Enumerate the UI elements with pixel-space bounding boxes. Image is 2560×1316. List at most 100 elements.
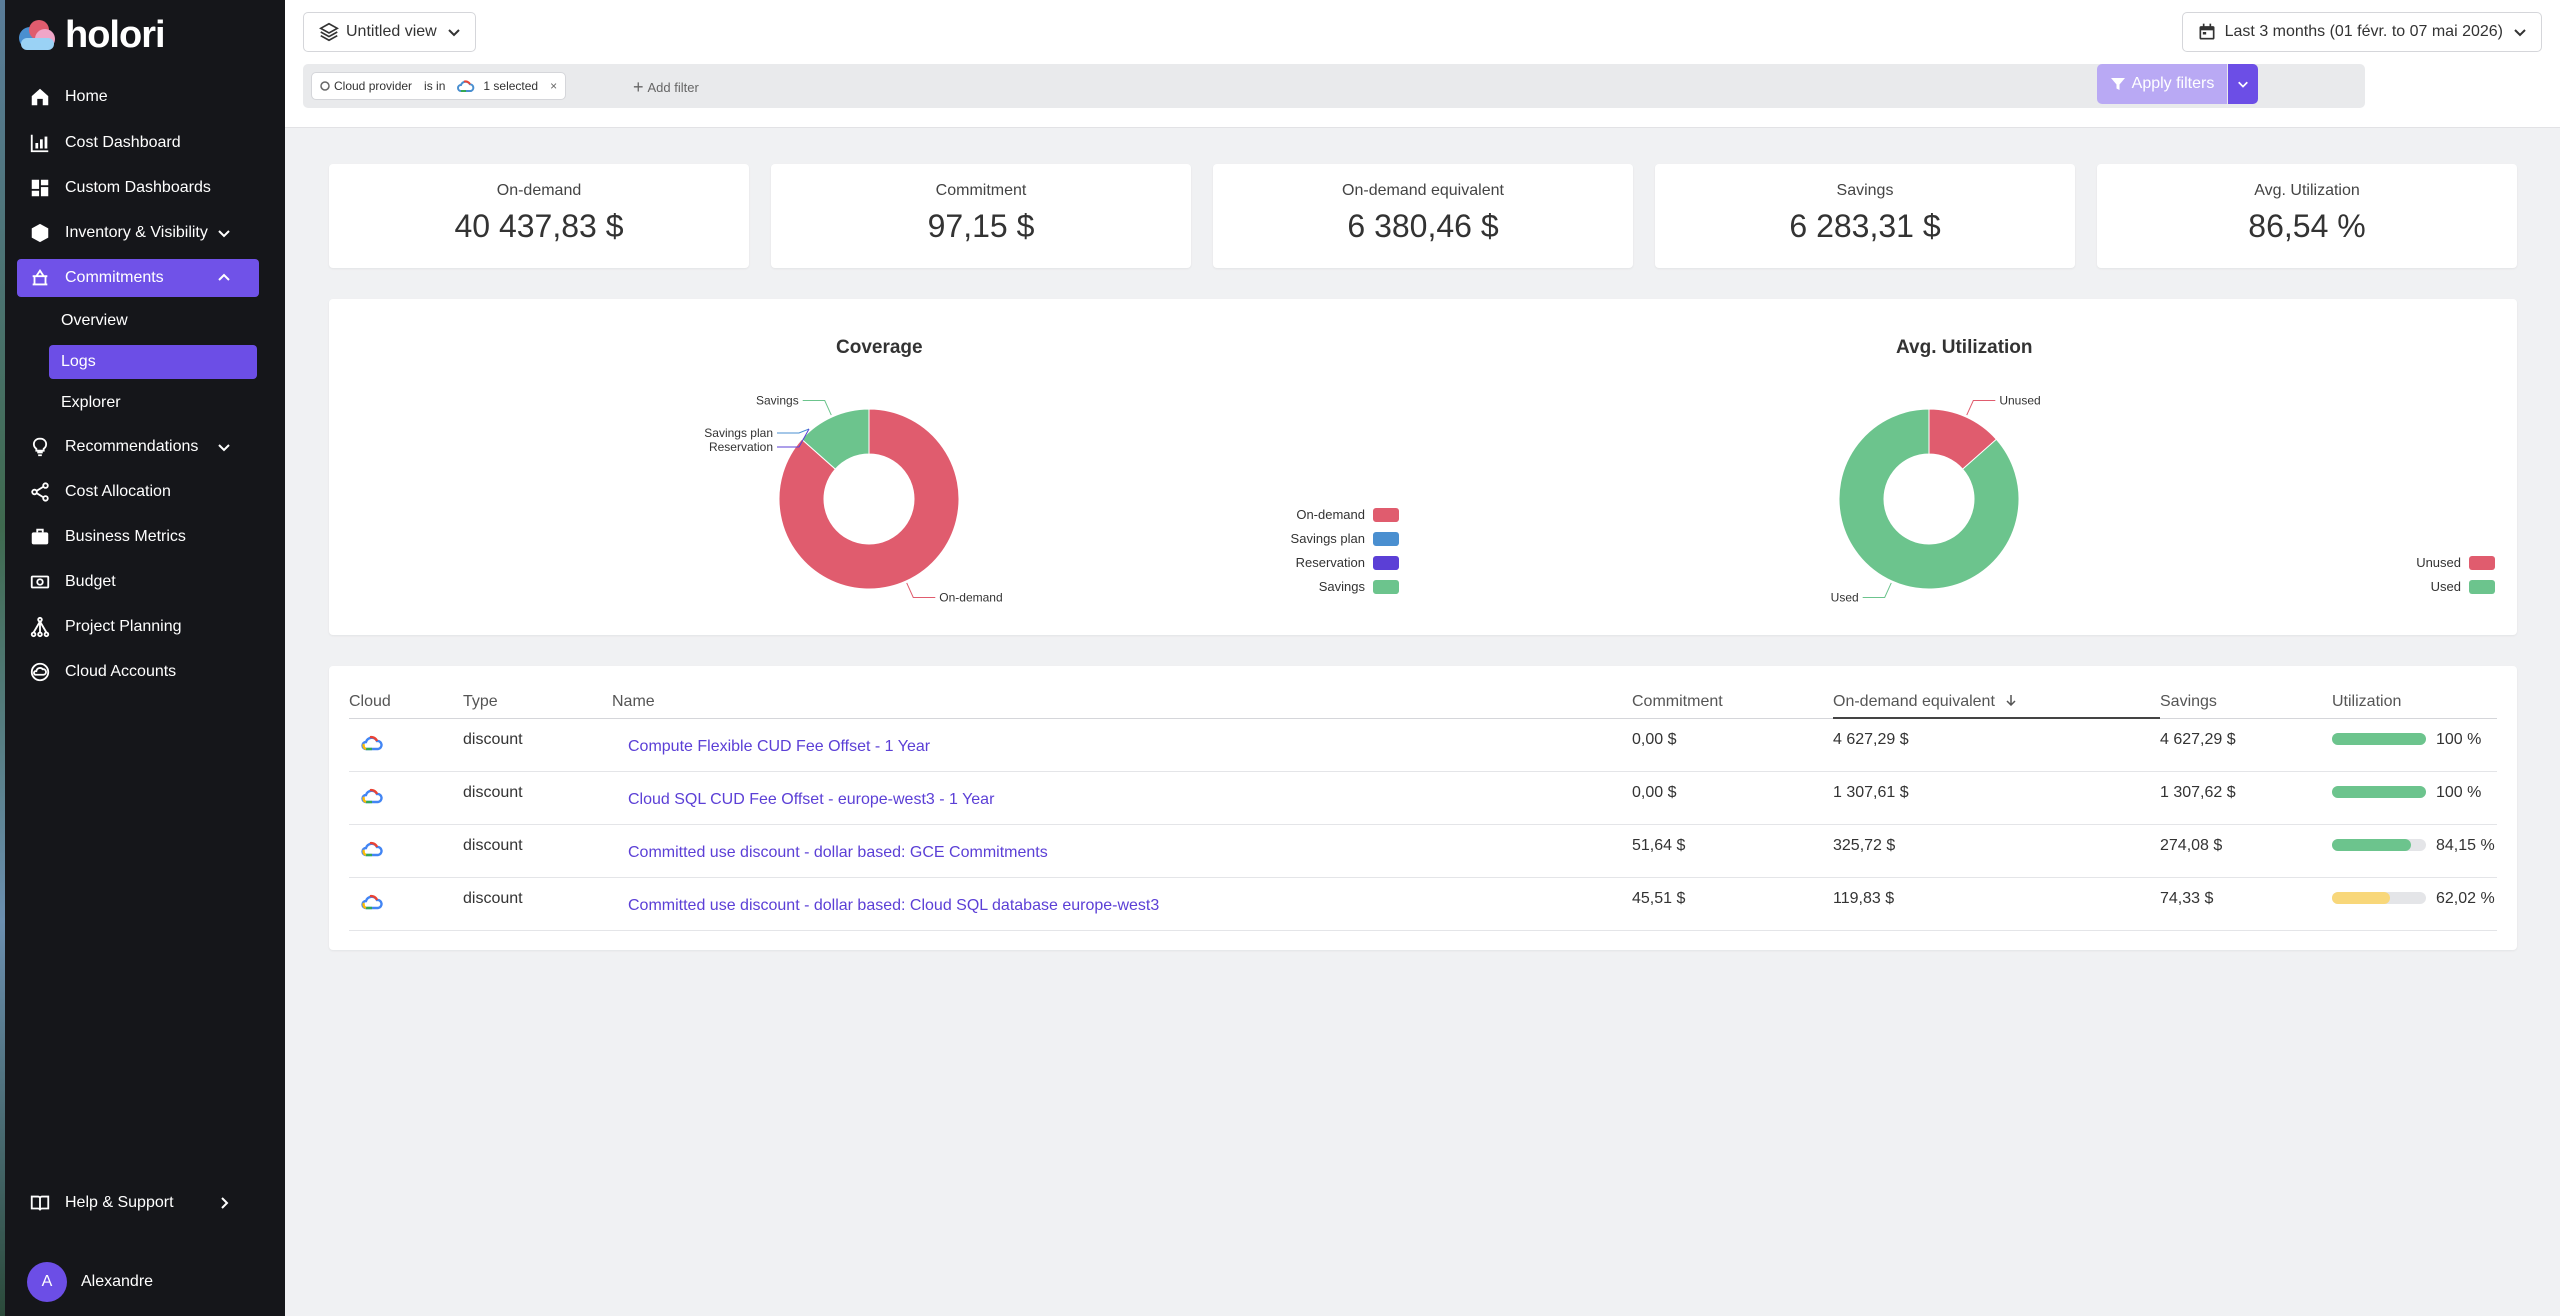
utilization-donut-chart: Unused Used bbox=[1831, 394, 2041, 605]
book-icon bbox=[30, 1195, 50, 1211]
logo[interactable]: holori bbox=[17, 13, 166, 56]
type-cell: discount bbox=[463, 824, 612, 878]
sidebar-item-business-metrics[interactable]: Business Metrics bbox=[17, 518, 259, 556]
user-profile[interactable]: A Alexandre bbox=[27, 1262, 153, 1302]
home-icon bbox=[31, 88, 49, 106]
date-range-label: Last 3 months (01 févr. to 07 mai 2026) bbox=[2224, 23, 2503, 40]
share-icon bbox=[31, 482, 49, 502]
sidebar-item-help-support[interactable]: Help & Support bbox=[17, 1184, 259, 1222]
chevron-down-icon bbox=[218, 444, 230, 452]
filter-value: 1 selected bbox=[483, 79, 539, 93]
sidebar-item-recommendations[interactable]: Recommendations bbox=[17, 428, 259, 466]
commitment-name-link[interactable]: Compute Flexible CUD Fee Offset - 1 Year bbox=[628, 737, 931, 755]
column-header-type[interactable]: Type bbox=[463, 686, 612, 719]
column-header-label: On-demand equivalent bbox=[1833, 692, 1995, 710]
legend-label: On-demand bbox=[1296, 507, 1365, 522]
slice-label: Reservation bbox=[709, 440, 773, 454]
callout-line bbox=[1862, 582, 1892, 598]
remove-filter-icon[interactable]: × bbox=[550, 79, 558, 93]
commitment-cell: 45,51 $ bbox=[1632, 877, 1833, 931]
sidebar-item-custom-dashboards[interactable]: Custom Dashboards bbox=[17, 169, 259, 207]
slice-savings[interactable] bbox=[800, 408, 870, 470]
sidebar-item-label: Business Metrics bbox=[65, 528, 186, 545]
utilization-bar bbox=[2332, 733, 2426, 746]
legend-label: Unused bbox=[2416, 555, 2461, 570]
sidebar-subitem-overview[interactable]: Overview bbox=[49, 304, 257, 338]
table-header-row: Cloud Type Name Commitment On-demand equ… bbox=[349, 686, 2497, 719]
cloud-cell bbox=[349, 771, 463, 825]
sidebar-subitem-explorer[interactable]: Explorer bbox=[49, 386, 257, 420]
sidebar-item-cloud-accounts[interactable]: Cloud Accounts bbox=[17, 653, 259, 691]
commitment-name-link[interactable]: Committed use discount - dollar based: G… bbox=[628, 843, 1048, 861]
legend-item-reservation: Reservation bbox=[1296, 555, 1399, 570]
money-icon bbox=[30, 575, 50, 589]
column-header-name[interactable]: Name bbox=[612, 686, 1632, 719]
dashboard-grid-icon bbox=[31, 179, 49, 197]
utilization-cell: 84,15 % bbox=[2332, 824, 2497, 878]
utilization-cell: 100 % bbox=[2332, 771, 2497, 825]
date-range-picker[interactable]: Last 3 months (01 févr. to 07 mai 2026) bbox=[2181, 12, 2542, 52]
apply-filters-button[interactable]: Apply filters bbox=[2097, 64, 2227, 104]
sidebar-item-home[interactable]: Home bbox=[17, 78, 259, 116]
legend-swatch bbox=[2469, 555, 2495, 570]
on-demand-equivalent-cell: 1 307,61 $ bbox=[1833, 771, 2160, 825]
savings-cell: 4 627,29 $ bbox=[2160, 718, 2332, 772]
utilization-bar bbox=[2332, 892, 2426, 905]
name-cell: Compute Flexible CUD Fee Offset - 1 Year bbox=[612, 718, 1632, 772]
utilization-chart-title: Avg. Utilization bbox=[1896, 337, 2033, 358]
legend-swatch bbox=[1373, 531, 1399, 546]
callout-line bbox=[802, 399, 832, 416]
filter-chip[interactable]: Cloud provider is in 1 selected × bbox=[311, 72, 567, 100]
lightbulb-icon bbox=[32, 437, 48, 457]
legend-item-used: Used bbox=[2431, 579, 2495, 594]
sidebar-item-cost-dashboard[interactable]: Cost Dashboard bbox=[17, 124, 259, 162]
column-header-commitment[interactable]: Commitment bbox=[1632, 686, 1833, 719]
filter-field-icon bbox=[320, 81, 330, 91]
sidebar-item-budget[interactable]: Budget bbox=[17, 563, 259, 601]
slice-used[interactable] bbox=[1838, 408, 2020, 590]
cloud-cell bbox=[349, 824, 463, 878]
sidebar-subitem-logs[interactable]: Logs bbox=[49, 345, 257, 379]
sidebar-item-commitments[interactable]: Commitments bbox=[17, 259, 259, 297]
commitment-name-link[interactable]: Cloud SQL CUD Fee Offset - europe-west3 … bbox=[628, 790, 995, 808]
sidebar-item-cost-allocation[interactable]: Cost Allocation bbox=[17, 473, 259, 511]
chevron-right-icon bbox=[221, 1197, 229, 1209]
calendar-icon bbox=[2199, 23, 2215, 40]
on-demand-equivalent-cell: 4 627,29 $ bbox=[1833, 718, 2160, 772]
name-cell: Cloud SQL CUD Fee Offset - europe-west3 … bbox=[612, 771, 1632, 825]
sidebar-item-inventory[interactable]: Inventory & Visibility bbox=[17, 214, 259, 252]
cloud-cell bbox=[349, 877, 463, 931]
kpi-card-on-demand: On-demand 40 437,83 $ bbox=[329, 164, 749, 268]
slice-on-demand[interactable] bbox=[778, 408, 960, 590]
legend-item-savings-plan: Savings plan bbox=[1291, 531, 1399, 546]
apply-filters-dropdown[interactable] bbox=[2228, 64, 2258, 104]
commitment-icon bbox=[32, 269, 48, 286]
column-header-utilization[interactable]: Utilization bbox=[2332, 686, 2497, 719]
column-header-savings[interactable]: Savings bbox=[2160, 686, 2332, 719]
add-filter-button[interactable]: + Add filter bbox=[633, 77, 699, 98]
table-row: discount Committed use discount - dollar … bbox=[349, 877, 2497, 931]
slice-label: On-demand bbox=[939, 591, 1002, 605]
layers-icon bbox=[319, 22, 339, 42]
sidebar-item-project-planning[interactable]: Project Planning bbox=[17, 608, 259, 646]
column-header-on-demand-equivalent[interactable]: On-demand equivalent bbox=[1833, 686, 2160, 719]
holori-logo-icon bbox=[19, 20, 55, 50]
type-cell: discount bbox=[463, 771, 612, 825]
desktop-wallpaper-edge bbox=[0, 0, 5, 1316]
callout-line bbox=[906, 582, 936, 599]
logo-text: holori bbox=[65, 13, 166, 56]
view-selector[interactable]: Untitled view bbox=[303, 12, 476, 52]
column-header-cloud[interactable]: Cloud bbox=[349, 686, 463, 719]
utilization-bar-fill bbox=[2332, 786, 2426, 799]
sidebar-item-label: Help & Support bbox=[65, 1194, 174, 1211]
commitment-cell: 0,00 $ bbox=[1632, 718, 1833, 772]
sort-desc-arrow-icon bbox=[2006, 694, 2016, 706]
utilization-value: 84,15 % bbox=[2436, 836, 2495, 854]
commitment-name-link[interactable]: Committed use discount - dollar based: C… bbox=[628, 896, 1160, 914]
legend-item-savings: Savings bbox=[1319, 579, 1399, 594]
kpi-card-savings: Savings 6 283,31 $ bbox=[1655, 164, 2075, 268]
name-cell: Committed use discount - dollar based: C… bbox=[612, 877, 1632, 931]
kpi-card-on-demand-equivalent: On-demand equivalent 6 380,46 $ bbox=[1213, 164, 1633, 268]
sidebar: holori Home Cost Dashboard Custom Dashbo… bbox=[5, 0, 285, 1316]
filter-bar: Cloud provider is in 1 selected × + Add … bbox=[303, 64, 2365, 108]
